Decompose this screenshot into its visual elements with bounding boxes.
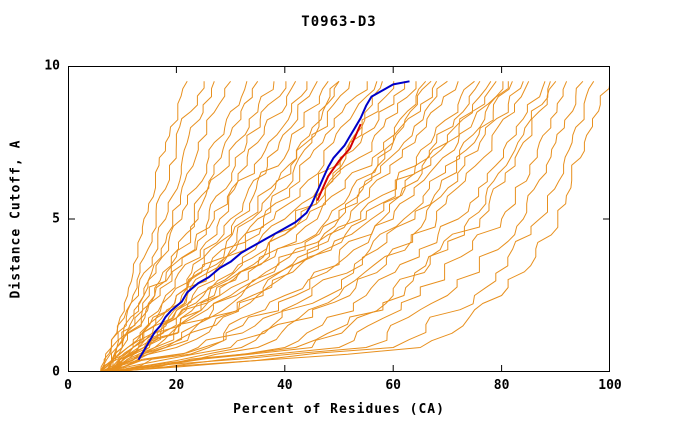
chart-title: T0963-D3 — [301, 14, 377, 30]
blue-curve — [137, 80, 410, 361]
y-axis-label: Distance Cutoff, A — [8, 139, 24, 299]
orange-curve — [111, 81, 351, 373]
orange-curve — [111, 81, 530, 373]
x-tick-label: 20 — [168, 378, 185, 393]
orange-curve — [100, 81, 481, 373]
orange-curve — [111, 81, 497, 373]
x-tick-label: 100 — [598, 378, 622, 393]
orange-curve — [100, 81, 504, 373]
x-axis-label: Percent of Residues (CA) — [233, 402, 445, 417]
orange-curve — [105, 81, 595, 373]
x-tick-label: 60 — [385, 378, 402, 393]
orange-curve — [105, 80, 231, 373]
orange-curve — [100, 81, 275, 373]
orange-curve — [100, 81, 297, 373]
plot-canvas — [67, 65, 611, 373]
y-tick-label: 0 — [52, 364, 60, 380]
x-tick-label: 80 — [493, 378, 510, 393]
orange-curve — [100, 81, 340, 373]
orange-curve — [110, 81, 395, 373]
orange-curve — [111, 80, 432, 373]
plot-area — [67, 65, 611, 373]
orange-curve — [100, 81, 248, 373]
orange-curve — [105, 81, 524, 373]
orange-curve — [100, 80, 584, 373]
orange-curve — [100, 81, 406, 373]
orange-curve — [111, 81, 459, 373]
orange-curve — [105, 81, 492, 373]
orange-curve — [105, 80, 340, 373]
orange-curve — [105, 81, 417, 373]
orange-curve — [100, 81, 215, 373]
orange-curve — [100, 80, 475, 373]
orange-curve — [105, 81, 513, 373]
orange-curve — [100, 81, 368, 373]
x-tick-label: 0 — [64, 378, 72, 393]
y-tick-label: 10 — [44, 58, 60, 74]
orange-curve — [100, 81, 438, 373]
orange-curve — [105, 80, 557, 373]
orange-curve — [111, 81, 568, 373]
orange-curve — [100, 81, 205, 373]
x-tick-label: 40 — [276, 378, 293, 393]
orange-curve — [111, 81, 611, 373]
orange-curve — [105, 81, 509, 373]
red-curve — [316, 123, 362, 202]
orange-curve — [100, 81, 546, 373]
orange-curve — [105, 81, 287, 373]
orange-curve — [100, 81, 329, 373]
y-tick-label: 5 — [52, 211, 60, 227]
orange-curve — [100, 81, 551, 373]
